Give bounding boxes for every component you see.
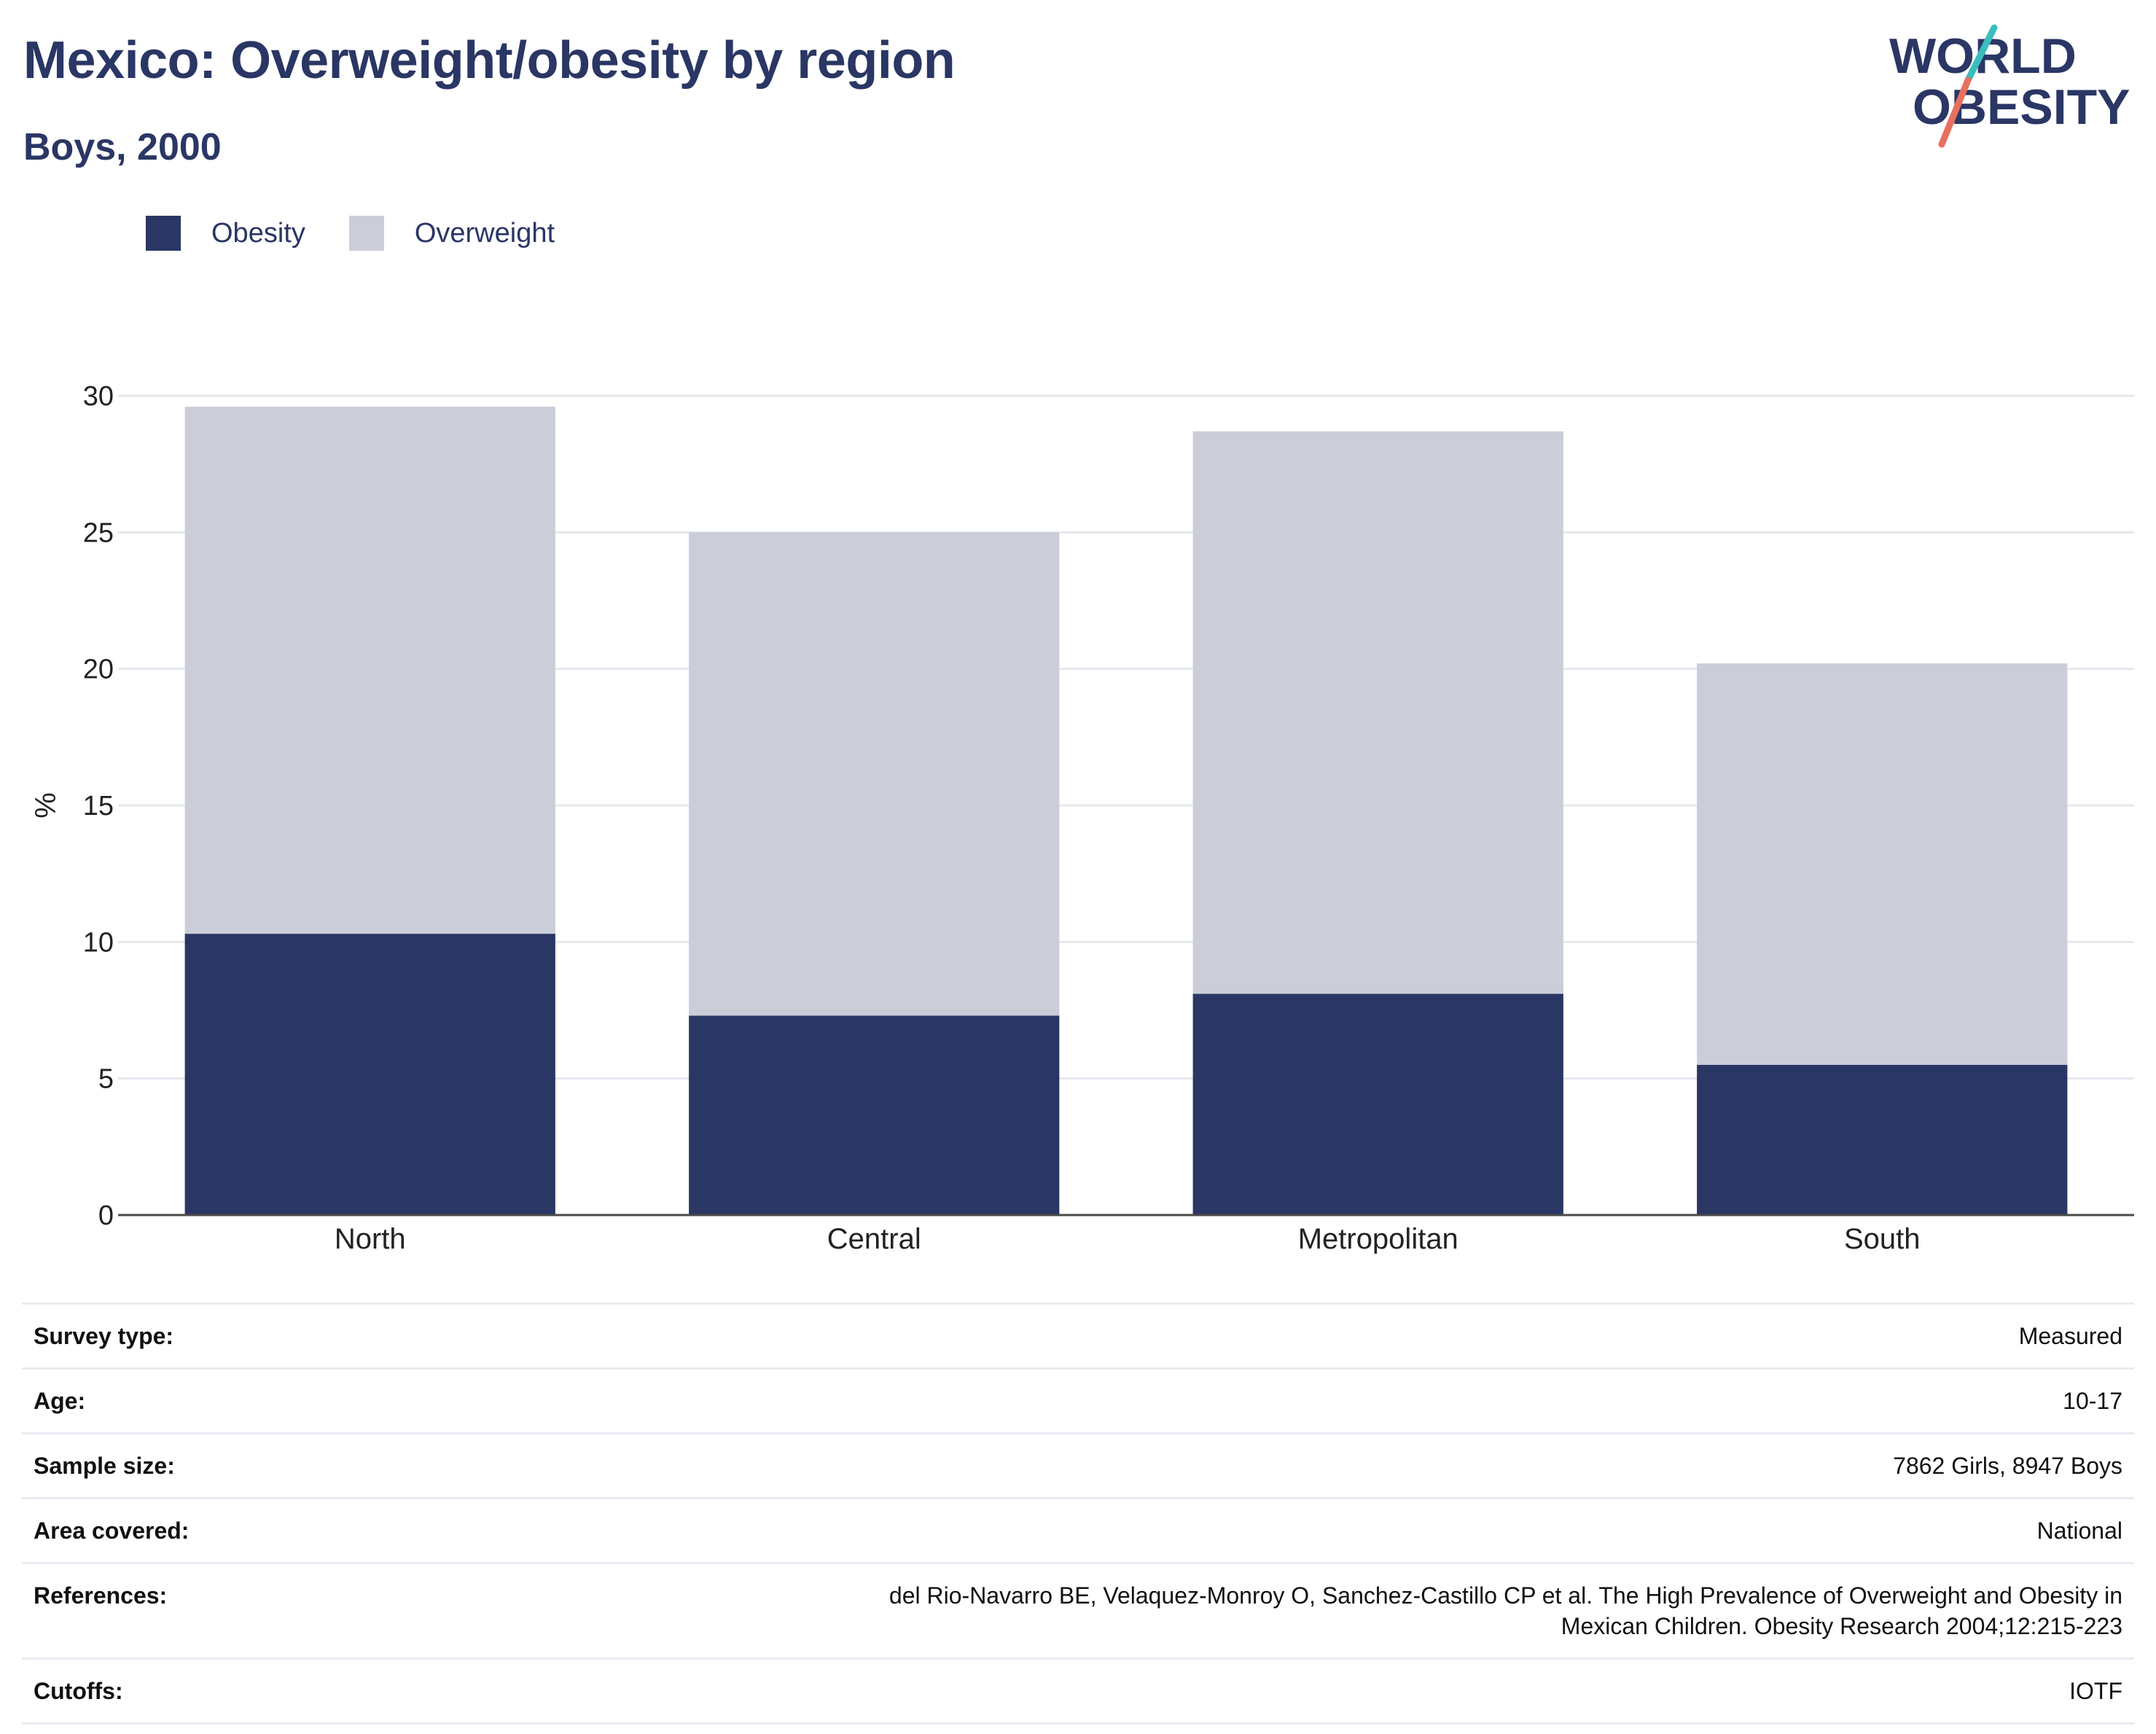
x-tick-label: Central (827, 1223, 921, 1254)
meta-label-sample-size: Sample size: (34, 1453, 175, 1479)
x-tick-label: Metropolitan (1298, 1223, 1458, 1254)
y-tick-label: 30 (83, 381, 114, 412)
meta-value-cutoffs: IOTF (2069, 1678, 2122, 1704)
world-obesity-logo: WORLD OBESITY (1889, 24, 2130, 148)
y-tick-label: 25 (83, 518, 114, 548)
y-tick-label: 5 (98, 1064, 114, 1095)
legend-label-overweight: Overweight (414, 217, 555, 249)
page-title: Mexico: Overweight/obesity by region (23, 31, 956, 90)
logo-slash-top (1964, 24, 1998, 84)
meta-label-area-covered: Area covered: (34, 1518, 190, 1544)
table-row: Cutoffs: IOTF (22, 1658, 2134, 1724)
bar-overweight-south (1697, 663, 2068, 1065)
legend-item-obesity: Obesity (146, 216, 305, 251)
bar-overweight-north (184, 406, 555, 934)
meta-label-age: Age: (34, 1388, 86, 1414)
logo-line2: OBESITY (1913, 79, 2130, 135)
meta-label-survey-type: Survey type: (34, 1323, 174, 1349)
meta-value-survey-type: Measured (2018, 1323, 2122, 1349)
bar-obesity-central (689, 1015, 1060, 1215)
meta-value-sample-size: 7862 Girls, 8947 Boys (1893, 1453, 2122, 1479)
page-subtitle: Boys, 2000 (23, 126, 222, 168)
legend-label-obesity: Obesity (211, 217, 305, 249)
meta-label-cutoffs: Cutoffs: (34, 1678, 123, 1704)
y-tick-label: 20 (83, 655, 114, 685)
legend-swatch-obesity (146, 216, 181, 251)
table-row: References: del Rio-Navarro BE, Velaquez… (22, 1563, 2134, 1659)
x-tick-label: North (335, 1223, 406, 1254)
logo-slash-bottom (1938, 77, 1972, 148)
bar-overweight-central (689, 532, 1060, 1016)
chart-legend: Obesity Overweight (146, 216, 598, 251)
table-row: Age: 10-17 (22, 1368, 2134, 1434)
bar-obesity-north (184, 934, 555, 1215)
y-tick-label: 10 (83, 927, 114, 958)
y-tick-label: 15 (83, 791, 114, 821)
legend-item-overweight: Overweight (348, 216, 555, 251)
bar-obesity-south (1697, 1064, 2068, 1215)
bar-obesity-metropolitan (1192, 993, 1563, 1215)
x-tick-label: South (1844, 1223, 1921, 1254)
bar-overweight-metropolitan (1192, 431, 1563, 994)
survey-metadata-table: Survey type: Measured Age: 10-17 Sample … (22, 1303, 2134, 1725)
meta-label-references: References: (34, 1582, 168, 1609)
y-tick-label: 0 (98, 1200, 114, 1231)
meta-value-references: del Rio-Navarro BE, Velaquez-Monroy O, S… (888, 1582, 2122, 1639)
y-axis-label: % (30, 792, 62, 819)
meta-value-age: 10-17 (2063, 1388, 2122, 1414)
table-row: Survey type: Measured (22, 1303, 2134, 1369)
meta-value-area-covered: National (2036, 1518, 2122, 1544)
legend-swatch-overweight (348, 216, 384, 251)
bar-chart: 0 5 10 15 20 25 30% North Central Metropolitan Sou… (30, 381, 2134, 1254)
table-row: Sample size: 7862 Girls, 8947 Boys (22, 1433, 2134, 1499)
table-row: Area covered: National (22, 1498, 2134, 1563)
